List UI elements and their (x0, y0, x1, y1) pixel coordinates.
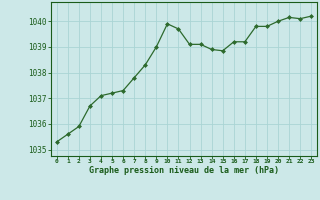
X-axis label: Graphe pression niveau de la mer (hPa): Graphe pression niveau de la mer (hPa) (89, 166, 279, 175)
